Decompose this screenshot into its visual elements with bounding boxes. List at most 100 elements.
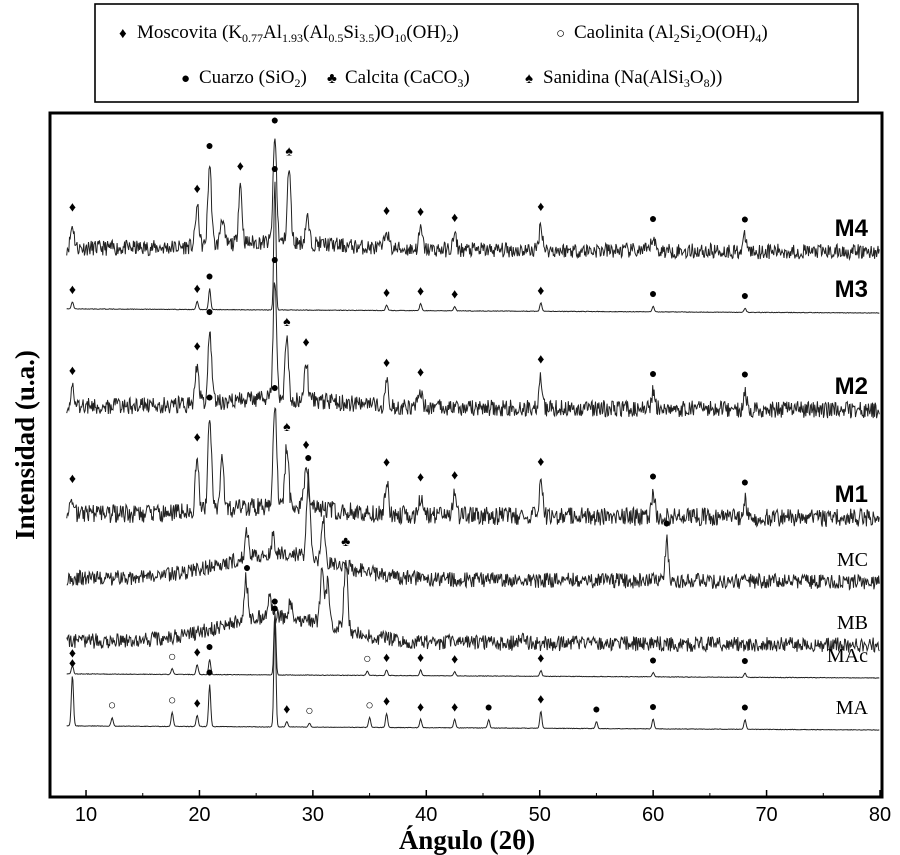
x-tick-label: 70 — [755, 804, 777, 826]
phase-marker: ♦ — [302, 335, 309, 350]
phase-marker: ○ — [168, 650, 176, 665]
x-tick-label: 80 — [869, 804, 891, 826]
phase-marker: ● — [663, 517, 671, 532]
phase-marker: ♦ — [69, 200, 76, 215]
x-tick-label: 60 — [642, 804, 664, 826]
legend-symbol: ♠ — [525, 71, 533, 87]
phase-marker: ♦ — [417, 366, 424, 381]
phase-marker: ♦ — [417, 285, 424, 300]
phase-marker: ○ — [365, 699, 373, 714]
phase-marker: ♣ — [341, 535, 350, 550]
legend: ♦ Moscovita (K0.77Al1.93(Al0.5Si3.5)O10(O… — [94, 3, 859, 103]
series-label: MA — [836, 697, 869, 719]
phase-marker: ♠ — [285, 144, 293, 159]
phase-marker: ● — [243, 561, 251, 576]
series-label: M2 — [835, 373, 868, 400]
legend-label: Moscovita (K0.77Al1.93(Al0.5Si3.5)O10(OH… — [137, 22, 459, 45]
series-m4: ♦ ♦ ● ♦ ● ♠ ♦ ♦ ♦ ♦ ● ● M4 — [66, 113, 880, 262]
pattern-line — [66, 282, 880, 419]
phase-marker: ● — [205, 270, 213, 285]
series-mac: ♦ ○ ♦ ●●○ ♦ ♦ ♦ ♦ ● ● MAc — [66, 594, 880, 679]
phase-marker: ♦ — [194, 646, 201, 661]
pattern-line — [66, 613, 880, 679]
phase-marker: ♦ — [451, 468, 458, 483]
legend-symbol: ○ — [556, 26, 565, 42]
phase-marker: ● — [205, 390, 213, 405]
phase-marker: ● — [649, 212, 657, 227]
pattern-line — [66, 181, 880, 314]
x-tick-label: 40 — [415, 804, 437, 826]
x-tick-label: 30 — [302, 804, 324, 826]
legend-symbol: ● — [181, 71, 190, 87]
phase-marker: ♦ — [451, 653, 458, 668]
x-tick-label: 20 — [188, 804, 210, 826]
phase-marker: ○ — [363, 652, 371, 667]
legend-item-cuarzo: ● Cuarzo (SiO2) — [181, 67, 307, 90]
pattern-line — [66, 620, 880, 731]
series-label: M3 — [835, 276, 868, 303]
phase-marker: ○ — [305, 704, 313, 719]
phase-marker: ♦ — [383, 456, 390, 471]
series-label: M4 — [835, 215, 869, 242]
series-m3: ♦ ♦ ● ● ♦ ♦ ♦ ♦ ● ● M3 — [66, 162, 880, 314]
phase-marker: ♦ — [283, 702, 290, 717]
phase-marker: ♦ — [69, 283, 76, 298]
phase-marker: ● — [484, 701, 492, 716]
phase-marker: ● — [205, 139, 213, 154]
phase-marker: ● — [649, 367, 657, 382]
phase-marker: ♦ — [69, 472, 76, 487]
phase-marker: ● — [271, 113, 279, 128]
phase-marker: ● — [741, 701, 749, 716]
phase-marker: ♦ — [417, 700, 424, 715]
phase-marker: ♠ — [283, 420, 291, 435]
phase-marker: ♦ — [451, 211, 458, 226]
legend-label: Caolinita (Al2Si2O(OH)4) — [574, 22, 768, 45]
phase-marker: ● — [741, 654, 749, 669]
phase-marker: ♦ — [537, 284, 544, 299]
series-m2: ♦ ♦ ● ● ♠ ♦ ♦ ♦ ♦ ● ● M2 — [66, 253, 880, 419]
phase-marker: ♦ — [194, 696, 201, 711]
pattern-line — [66, 468, 880, 591]
series-label: MC — [837, 549, 868, 571]
phase-marker: ♦ — [417, 471, 424, 486]
legend-box — [94, 3, 859, 103]
phase-marker: ● — [205, 640, 213, 655]
phase-marker: ♦ — [194, 339, 201, 354]
phase-marker: ♦ — [194, 282, 201, 297]
phase-marker: ♦ — [417, 651, 424, 666]
phase-marker: ♦ — [537, 692, 544, 707]
phase-marker: ♦ — [194, 182, 201, 197]
phase-marker: ● — [271, 602, 279, 617]
series-m1: ♦♦●●♠♦♦♦ ♦♦● ● M1 — [66, 381, 880, 528]
phase-marker: ♦ — [194, 431, 201, 446]
legend-symbol: ♦ — [119, 26, 127, 42]
phase-marker: ♦ — [451, 700, 458, 715]
pattern-line — [66, 406, 880, 528]
phase-marker: ● — [741, 289, 749, 304]
x-tick-label: 50 — [529, 804, 551, 826]
plot-frame — [48, 111, 884, 799]
phase-marker: ♦ — [383, 694, 390, 709]
legend-item-caolinita: ○ Caolinita (Al2Si2O(OH)4) — [556, 22, 768, 45]
series-label: M1 — [835, 481, 868, 508]
phase-marker: ● — [649, 469, 657, 484]
x-tick-label: 10 — [75, 804, 97, 826]
series-mc: ● ● MC — [66, 451, 880, 591]
phase-marker: ● — [592, 703, 600, 718]
phase-marker: ● — [271, 381, 279, 396]
phase-marker: ♦ — [383, 286, 390, 301]
legend-item-moscovita: ♦ Moscovita (K0.77Al1.93(Al0.5Si3.5)O10(O… — [119, 22, 459, 45]
legend-label: Calcita (CaCO3) — [345, 67, 470, 90]
phase-marker: ● — [304, 451, 312, 466]
x-axis: 10 20 30 40 50 60 70 80 — [75, 790, 891, 826]
phase-marker: ♦ — [537, 200, 544, 215]
series-label: MB — [837, 612, 868, 634]
phase-marker: ● — [205, 305, 213, 320]
phase-marker: ♦ — [69, 364, 76, 379]
phase-marker: ♦ — [537, 652, 544, 667]
legend-item-calcita: ♣ Calcita (CaCO3) — [327, 67, 470, 90]
legend-label: Sanidina (Na(AlSi3O8)) — [543, 67, 722, 90]
series-ma: ♦ ○ ○ ♦ ● ● ♦ ○ ○ ♦ ♦ ♦ ● ♦ ● ● ● MA — [66, 602, 880, 731]
phase-marker: ○ — [108, 699, 116, 714]
